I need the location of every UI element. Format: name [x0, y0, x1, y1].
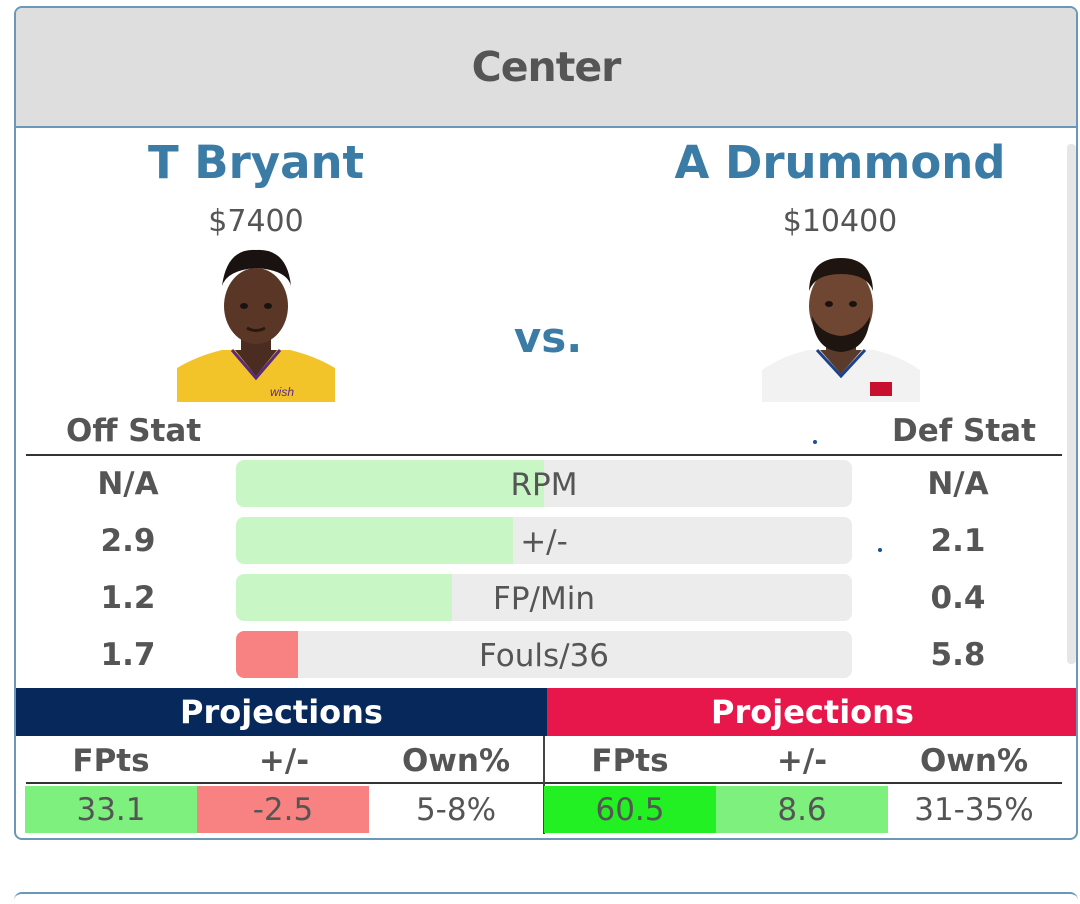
off-stat-value: N/A: [97, 466, 159, 502]
def-stat-value: 5.8: [930, 637, 986, 673]
left-fpts-header: FPts: [72, 743, 150, 779]
left-own-header: Own%: [401, 743, 511, 779]
right-projections-title: Projections: [711, 693, 914, 731]
projections-column-divider: [543, 736, 545, 834]
right-own-header: Own%: [919, 743, 1029, 779]
def-stat-value: N/A: [927, 466, 989, 502]
left-player-name[interactable]: T Bryant: [147, 136, 365, 189]
off-stat-value: 1.7: [100, 637, 156, 673]
off-stat-value: 2.9: [100, 523, 156, 559]
stray-dot: [813, 440, 817, 444]
stat-label: RPM: [510, 467, 578, 503]
vs-label: vs.: [513, 313, 583, 362]
right-projections-banner: Projections: [547, 688, 1076, 736]
right-fpts-header: FPts: [591, 743, 669, 779]
stat-bar: FP/Min: [236, 574, 852, 621]
def-stat-value: 2.1: [930, 523, 986, 559]
left-plusminus-header: +/-: [258, 743, 310, 779]
stat-bar-fill: [236, 631, 298, 678]
right-player-name[interactable]: A Drummond: [674, 136, 1006, 189]
stat-row: 1.7 Fouls/36 5.8: [16, 629, 1076, 681]
left-own-value: 5-8%: [370, 786, 542, 833]
stat-row: 1.2 FP/Min 0.4: [16, 572, 1076, 624]
position-header: Center: [16, 8, 1076, 128]
stray-dot: [878, 548, 882, 552]
left-projections-banner: Projections: [16, 688, 547, 736]
off-stat-header: Off Stat: [66, 413, 202, 449]
right-plusminus-value: 8.6: [716, 786, 888, 833]
stat-bar: RPM: [236, 460, 852, 507]
right-plusminus-header: +/-: [776, 743, 828, 779]
def-stat-value: 0.4: [930, 580, 986, 616]
stat-bar: Fouls/36: [236, 631, 852, 678]
off-stat-value: 1.2: [100, 580, 156, 616]
left-player-photo: wish: [177, 246, 335, 402]
stat-row: N/A RPM N/A: [16, 458, 1076, 510]
stat-label: FP/Min: [493, 581, 595, 617]
stat-row: 2.9 +/- 2.1: [16, 515, 1076, 567]
stat-bar-fill: [236, 460, 544, 507]
left-plusminus-value: -2.5: [197, 786, 369, 833]
left-fpts-value: 33.1: [25, 786, 197, 833]
matchup-card: Center T Bryant A Drummond $7400 $10400 …: [14, 6, 1078, 840]
stats-divider: [26, 454, 1062, 456]
scrollbar[interactable]: [1067, 144, 1076, 664]
right-player-photo: [762, 246, 920, 402]
position-title: Center: [471, 43, 622, 91]
def-stat-header: Def Stat: [892, 413, 1036, 449]
left-player-salary: $7400: [208, 204, 304, 239]
stat-label: Fouls/36: [479, 638, 609, 674]
left-projections-title: Projections: [180, 693, 383, 731]
right-fpts-value: 60.5: [544, 786, 716, 833]
stat-bar-fill: [236, 517, 514, 564]
right-player-salary: $10400: [782, 204, 898, 239]
right-own-value: 31-35%: [888, 786, 1060, 833]
stat-bar-fill: [236, 574, 452, 621]
next-card-edge: [14, 892, 1078, 904]
svg-text:wish: wish: [270, 385, 294, 399]
stat-bar: +/-: [236, 517, 852, 564]
stat-label: +/-: [520, 524, 568, 560]
